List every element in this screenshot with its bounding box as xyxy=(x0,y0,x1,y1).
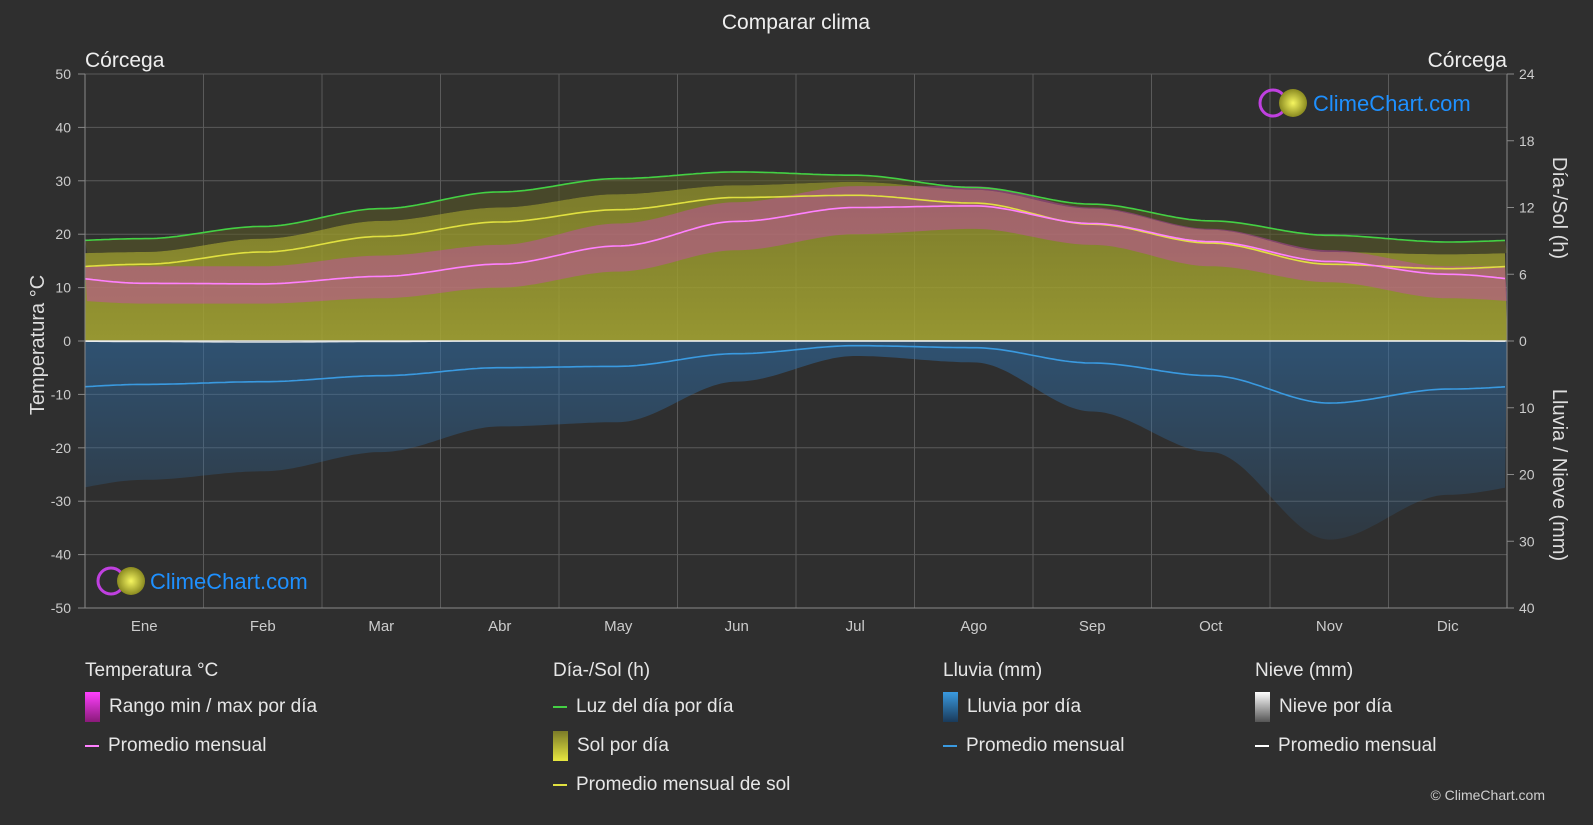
rain-swatch xyxy=(943,692,958,722)
temp-range-band xyxy=(85,186,1507,304)
y-tick-left: 10 xyxy=(55,280,71,296)
legend-label: Promedio mensual xyxy=(1278,735,1437,756)
chart-title: Comparar clima xyxy=(722,11,871,34)
sunshine-area xyxy=(85,181,1507,341)
y-tick-right-bottom: 30 xyxy=(1519,533,1535,549)
legend-label: Rango min / max por día xyxy=(109,696,318,717)
copyright: © ClimeChart.com xyxy=(1430,787,1545,803)
watermark-bottom: ClimeChart.com xyxy=(96,566,308,596)
y-tick-left: -20 xyxy=(51,440,71,456)
legend-rain-header: Lluvia (mm) xyxy=(943,660,1043,681)
rain-avg-line xyxy=(84,344,1506,404)
y-tick-left: 0 xyxy=(63,333,71,349)
legend-item: Luz del día por día xyxy=(553,696,790,718)
watermark-text-bottom: ClimeChart.com xyxy=(150,569,308,594)
y-tick-right-bottom: 10 xyxy=(1519,400,1535,416)
logo-sun-icon xyxy=(117,567,145,595)
legend-item: Rango min / max por día xyxy=(85,692,318,722)
daylight-band xyxy=(85,171,1507,255)
snow-avg-line xyxy=(84,340,1505,343)
x-tick-month: Feb xyxy=(250,618,276,635)
y-tick-left: 30 xyxy=(55,173,71,189)
y-tick-left: 20 xyxy=(55,226,71,242)
legend-label: Nieve por día xyxy=(1279,696,1393,717)
legend-label: Sol por día xyxy=(577,735,669,756)
daylight-line xyxy=(84,171,1506,243)
temp-avg-line xyxy=(84,205,1506,285)
legend-snow-header: Nieve (mm) xyxy=(1255,660,1354,681)
legend-item: Promedio mensual xyxy=(85,735,317,757)
legend-item: Promedio mensual de sol xyxy=(553,774,790,796)
logo-sun-icon xyxy=(1279,89,1307,117)
x-tick-month: May xyxy=(604,618,633,635)
y-tick-left: 50 xyxy=(55,66,71,82)
legend-item: Lluvia por día xyxy=(943,692,1124,722)
y-tick-right-bottom: 40 xyxy=(1519,600,1535,616)
legend-temperature: Temperatura °C Rango min / max por día P… xyxy=(85,660,317,774)
temp-range-swatch xyxy=(85,692,100,722)
x-tick-month: Nov xyxy=(1316,618,1343,635)
y-tick-left: -10 xyxy=(51,386,71,402)
legend-label: Promedio mensual xyxy=(108,735,267,756)
x-tick-month: Mar xyxy=(368,618,394,635)
legend-snow: Nieve (mm) Nieve por día Promedio mensua… xyxy=(1255,660,1436,774)
x-tick-month: Ago xyxy=(960,618,987,635)
legend-label: Luz del día por día xyxy=(576,696,734,717)
snow-avg-swatch xyxy=(1255,745,1269,747)
sunshine-avg-swatch xyxy=(553,784,567,786)
snow-swatch xyxy=(1255,692,1270,722)
location-left: Córcega xyxy=(85,49,165,72)
watermark-top: ClimeChart.com xyxy=(1258,88,1471,118)
y-axis-right-top-label: Día-/Sol (h) xyxy=(1548,157,1570,259)
location-right: Córcega xyxy=(1428,49,1508,72)
x-tick-month: Jun xyxy=(725,618,749,635)
y-tick-right-top: 6 xyxy=(1519,266,1527,282)
y-tick-left: 40 xyxy=(55,119,71,135)
temp-avg-swatch xyxy=(85,745,99,747)
legend-item: Sol por día xyxy=(553,731,790,761)
y-tick-right-top: 18 xyxy=(1519,133,1535,149)
legend-label: Promedio mensual xyxy=(966,735,1125,756)
x-tick-month: Sep xyxy=(1079,618,1106,635)
y-axis-right-bottom-label: Lluvia / Nieve (mm) xyxy=(1548,389,1570,561)
y-tick-right-top: 12 xyxy=(1519,200,1535,216)
legend-sun-header: Día-/Sol (h) xyxy=(553,660,651,681)
legend-label: Lluvia por día xyxy=(967,696,1082,717)
x-tick-month: Jul xyxy=(846,618,865,635)
legend-item: Nieve por día xyxy=(1255,692,1436,722)
y-tick-left: -40 xyxy=(51,547,71,563)
y-axis-left-label: Temperatura °C xyxy=(27,275,49,415)
y-tick-right-bottom: 20 xyxy=(1519,467,1535,483)
rain-area xyxy=(85,341,1507,540)
x-tick-month: Abr xyxy=(488,618,511,635)
y-tick-left: -50 xyxy=(51,600,71,616)
legend-rain: Lluvia (mm) Lluvia por día Promedio mens… xyxy=(943,660,1124,774)
legend-item: Promedio mensual xyxy=(1255,735,1436,757)
watermark-text-top: ClimeChart.com xyxy=(1313,91,1471,116)
x-tick-month: Ene xyxy=(131,618,158,635)
x-tick-month: Dic xyxy=(1437,618,1459,635)
daylight-swatch xyxy=(553,706,567,708)
rain-avg-swatch xyxy=(943,745,957,747)
legend-label: Promedio mensual de sol xyxy=(576,774,791,795)
sunshine-avg-line xyxy=(84,194,1506,270)
legend-temp-header: Temperatura °C xyxy=(85,660,219,681)
y-tick-right-top: 0 xyxy=(1519,333,1527,349)
legend-item: Promedio mensual xyxy=(943,735,1124,757)
sunshine-swatch xyxy=(553,731,568,761)
y-tick-right-top: 24 xyxy=(1519,66,1535,82)
chart-marks xyxy=(84,171,1507,540)
axes: 50 40 30 20 10 0 -10 -20 -30 -40 -50 24 18 12 6 0 10 20 30… xyxy=(51,66,1535,635)
x-tick-month: Oct xyxy=(1199,618,1223,635)
y-tick-left: -30 xyxy=(51,493,71,509)
legend-sun: Día-/Sol (h) Luz del día por día Sol por… xyxy=(553,660,790,813)
